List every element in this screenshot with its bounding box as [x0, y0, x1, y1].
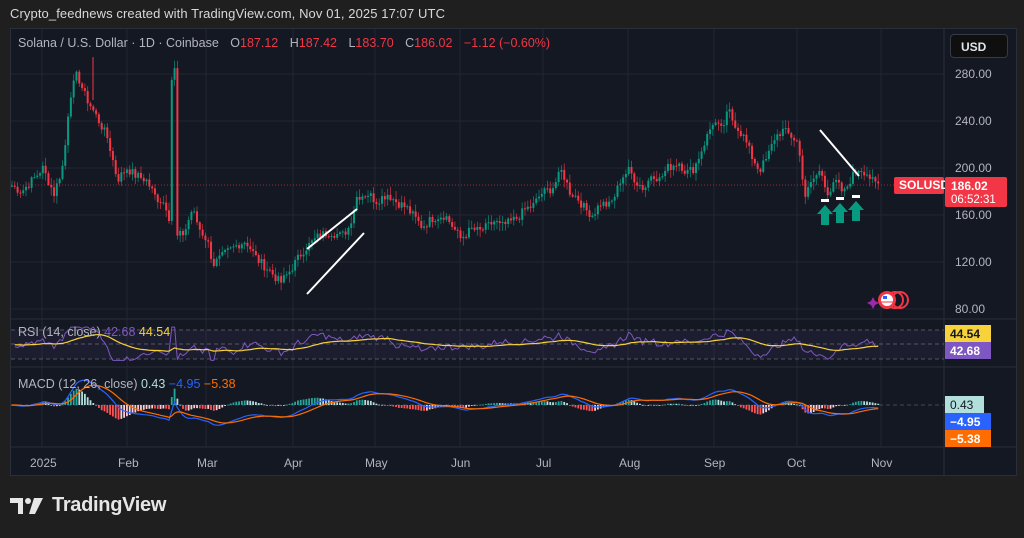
symbol-description[interactable]: Solana / U.S. Dollar · 1D · Coinbase: [18, 36, 219, 50]
price-tick: 280.00: [955, 67, 992, 81]
low-value: 183.70: [355, 36, 394, 50]
currency-button[interactable]: USD: [950, 34, 1008, 58]
last-price: 186.02: [951, 179, 988, 193]
macd-hist-tag: 0.43: [945, 396, 984, 413]
open-value: 187.12: [240, 36, 279, 50]
price-tick: 200.00: [955, 161, 992, 175]
time-tick: Nov: [871, 456, 893, 470]
time-tick: 2025: [30, 456, 57, 470]
macd-legend: MACD (12, 26, close) 0.43 −4.95 −5.38: [18, 377, 236, 391]
symbol-legend: Solana / U.S. Dollar · 1D · Coinbase O18…: [18, 36, 550, 50]
time-tick: Mar: [197, 456, 218, 470]
price-tick: 120.00: [955, 255, 992, 269]
time-tick: Aug: [619, 456, 641, 470]
last-price-tag: 186.02 06:52:31: [945, 177, 1007, 207]
tradingview-logo[interactable]: TradingView: [10, 494, 166, 517]
time-tick: Oct: [787, 456, 806, 470]
time-tick: May: [365, 456, 388, 470]
macd-title[interactable]: MACD (12, 26, close): [18, 377, 138, 391]
tradingview-logo-text: TradingView: [52, 494, 167, 516]
high-label: H: [289, 36, 299, 50]
close-value: 186.02: [414, 36, 453, 50]
macd-value: −4.95: [168, 377, 201, 391]
time-tick: Apr: [284, 456, 303, 470]
bar-countdown: 06:52:31: [951, 194, 996, 206]
macd-hist-value: 0.43: [140, 377, 166, 391]
macd-tag: −4.95: [945, 413, 991, 430]
low-label: L: [348, 36, 356, 50]
rsi-value: 42.68: [104, 325, 136, 339]
change-value: −1.12 (−0.60%): [463, 36, 551, 50]
open-label: O: [230, 36, 240, 50]
price-tick: 80.00: [955, 302, 986, 316]
time-tick: Sep: [704, 456, 726, 470]
price-tick: 240.00: [955, 114, 992, 128]
tradingview-logo-icon: [10, 497, 43, 514]
time-tick: Jul: [536, 456, 552, 470]
rsi-title[interactable]: RSI (14, close): [18, 325, 101, 339]
high-value: 187.42: [298, 36, 337, 50]
close-label: C: [405, 36, 415, 50]
macd-signal-tag: −5.38: [945, 430, 991, 447]
time-tick: Feb: [118, 456, 139, 470]
symbol-price-label: SOLUSD: [894, 177, 949, 194]
macd-signal-value: −5.38: [203, 377, 236, 391]
rsi-ma-tag: 44.54: [945, 325, 991, 342]
rsi-tag: 42.68: [945, 342, 991, 359]
chart-caption: Crypto_feednews created with TradingView…: [10, 6, 446, 21]
price-tick: 160.00: [955, 208, 992, 222]
rsi-ma-value: 44.54: [138, 325, 171, 339]
rsi-legend: RSI (14, close) 42.68 44.54: [18, 325, 170, 339]
time-tick: Jun: [451, 456, 471, 470]
